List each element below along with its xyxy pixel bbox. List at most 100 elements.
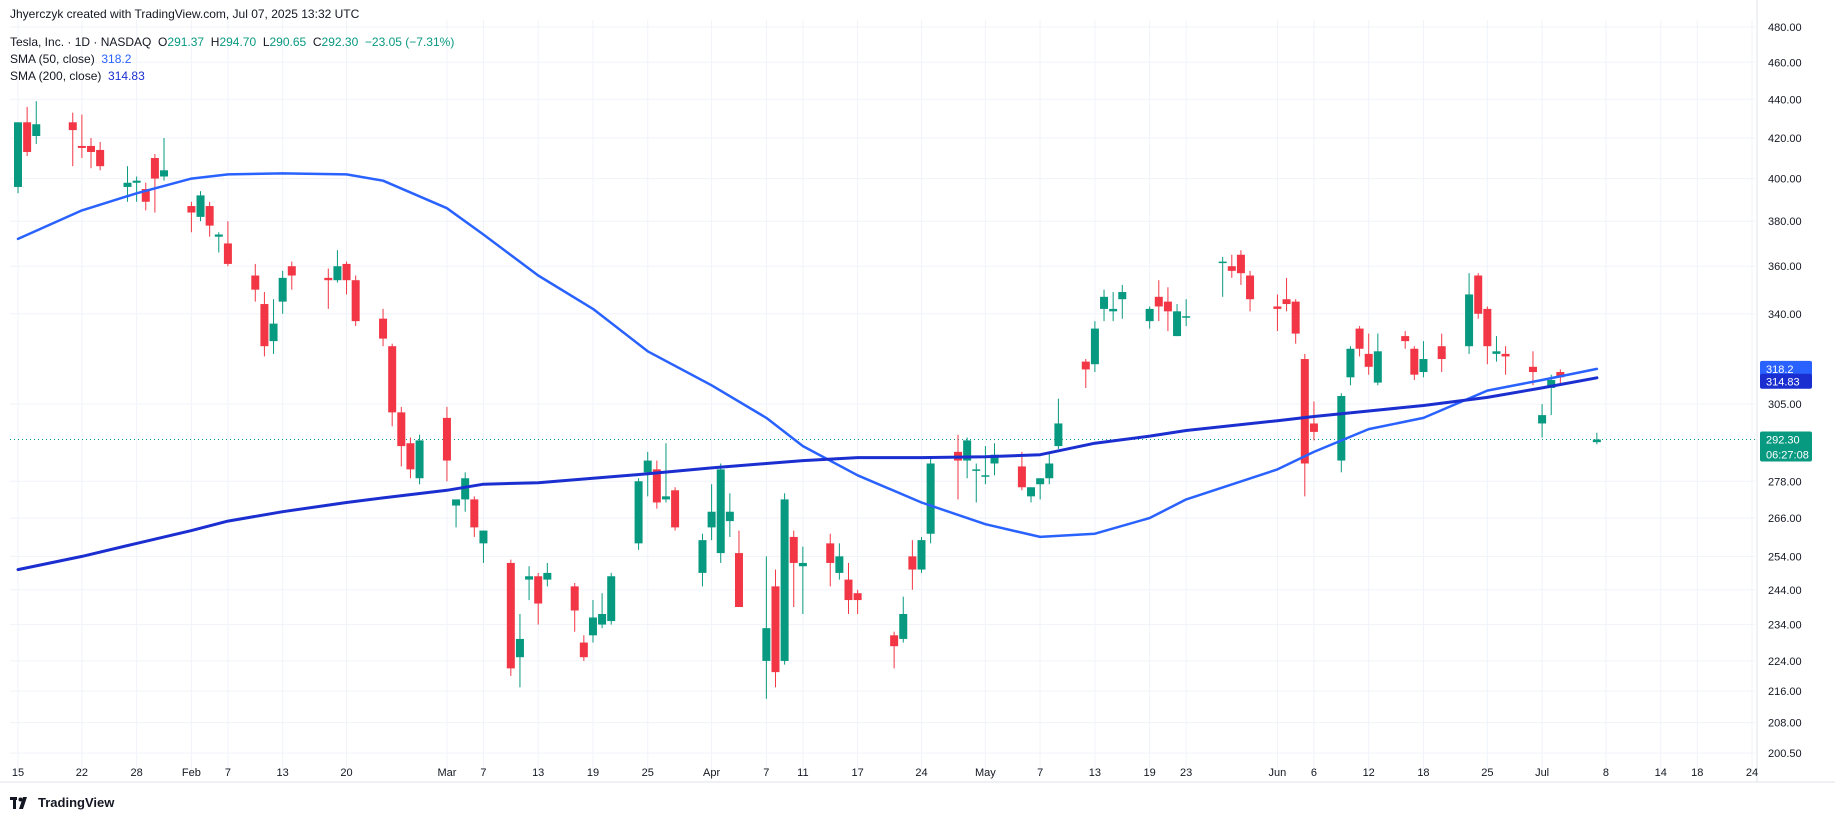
candle-body — [1182, 316, 1191, 318]
candle-body — [780, 499, 789, 661]
x-tick-label: 13 — [277, 767, 289, 779]
candle-body — [588, 617, 597, 636]
candle-body — [1145, 308, 1154, 322]
candle-body — [835, 556, 844, 573]
candle-body — [187, 206, 196, 213]
candle-body — [406, 443, 415, 470]
candle-body — [479, 530, 488, 544]
x-tick-label: 13 — [532, 767, 544, 779]
candle-body — [132, 180, 141, 183]
candle-body — [826, 543, 835, 563]
candle-body — [698, 540, 707, 573]
candle-body — [707, 511, 716, 528]
x-tick-label: 19 — [587, 767, 599, 779]
x-tick-label: 8 — [1603, 767, 1609, 779]
chart-credit: Jhyerczyk created with TradingView.com, … — [10, 7, 360, 21]
y-tick-label: 278.00 — [1768, 476, 1802, 488]
candle-body — [278, 277, 287, 302]
x-tick-label: 7 — [763, 767, 769, 779]
y-tick-label: 480.00 — [1768, 22, 1802, 34]
candle-body — [1246, 275, 1255, 300]
y-tick-label: 460.00 — [1768, 57, 1802, 69]
candle-body — [652, 469, 661, 503]
candle-body — [333, 266, 342, 281]
candle-body — [251, 275, 260, 290]
candle-body — [1556, 372, 1565, 378]
candle-body — [990, 454, 999, 464]
x-tick-label: 14 — [1655, 767, 1667, 779]
candle-body — [1465, 294, 1474, 347]
candle-body — [844, 579, 853, 601]
tradingview-brand[interactable]: TradingView — [10, 795, 114, 810]
sma50-badge: 318.2 — [1766, 364, 1794, 376]
candle-body — [1100, 296, 1109, 309]
candle-body — [1017, 466, 1026, 488]
candle-body — [68, 122, 77, 131]
x-tick-label: Feb — [182, 767, 201, 779]
candle-body — [205, 206, 214, 226]
legend-close-value: 292.30 — [321, 35, 359, 49]
candle-body — [1218, 261, 1227, 264]
candle-body — [762, 628, 771, 661]
legend-close-label: C — [312, 35, 322, 49]
y-tick-label: 380.00 — [1768, 216, 1802, 228]
candle-body — [579, 642, 588, 658]
candle-body — [442, 417, 451, 461]
y-tick-label: 244.00 — [1768, 585, 1802, 597]
y-tick-label: 234.00 — [1768, 620, 1802, 632]
x-tick-label: 13 — [1089, 767, 1101, 779]
candle-body — [981, 475, 990, 477]
legend-sma200-value: 314.83 — [108, 69, 145, 83]
x-tick-label: 11 — [797, 767, 808, 779]
candle-body — [1090, 328, 1099, 365]
x-tick-label: 12 — [1363, 767, 1375, 779]
candle-body — [771, 586, 780, 673]
candle-body — [908, 556, 917, 570]
candle-body — [963, 440, 972, 461]
sma50-badge-bg — [1760, 360, 1812, 376]
x-tick-label: 15 — [12, 767, 24, 779]
candle-body — [452, 499, 461, 506]
candle-body — [1154, 296, 1163, 307]
legend-high-label: H — [210, 35, 220, 49]
legend-sma200-row[interactable]: SMA (200, close) 314.83 — [10, 69, 145, 83]
candle-body — [1437, 346, 1446, 360]
candle-body — [214, 234, 223, 237]
x-tick-label: 24 — [915, 767, 927, 779]
x-tick-label: 25 — [642, 767, 654, 779]
x-tick-label: 19 — [1144, 767, 1156, 779]
x-tick-label: 25 — [1481, 767, 1493, 779]
candle-body — [789, 536, 798, 563]
candle-body — [1081, 361, 1090, 370]
x-tick-label: Jun — [1269, 767, 1287, 779]
x-tick-label: 24 — [1746, 767, 1758, 779]
candle-body — [150, 158, 159, 179]
candle-body — [1401, 336, 1410, 342]
candle-body — [461, 478, 470, 500]
x-tick-label: 18 — [1691, 767, 1703, 779]
legend-high-value: 294.70 — [219, 35, 257, 49]
candle-body — [890, 635, 899, 647]
candle-body — [470, 499, 479, 528]
candle-body — [1282, 299, 1291, 305]
candle-body — [351, 280, 360, 322]
candle-body — [32, 124, 41, 137]
legend-sma50-value: 318.2 — [101, 52, 132, 66]
candle-body — [87, 145, 96, 152]
legend-sma50-row[interactable]: SMA (50, close) 318.2 — [10, 52, 131, 66]
candle-body — [1300, 359, 1309, 464]
candle-body — [716, 469, 725, 554]
candle-body — [598, 613, 607, 625]
candle-body — [141, 189, 150, 202]
candle-body — [388, 346, 397, 413]
candle-body — [725, 511, 734, 522]
legend-sma200-label: SMA (200, close) — [10, 69, 102, 83]
candle-body — [1309, 423, 1318, 432]
candle-body — [926, 463, 935, 534]
brand-name: TradingView — [38, 795, 115, 810]
y-tick-label: 266.00 — [1768, 513, 1802, 525]
legend-open-label: O — [158, 35, 168, 49]
candle-body — [1346, 348, 1355, 378]
